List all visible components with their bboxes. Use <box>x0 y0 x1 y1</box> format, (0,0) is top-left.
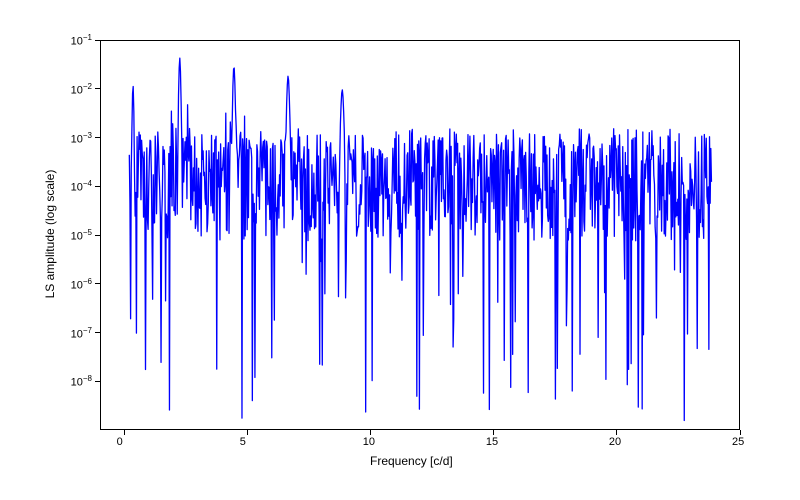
spectrum-path <box>129 58 711 420</box>
y-tick-mark <box>95 381 100 382</box>
x-tick-mark <box>247 430 248 435</box>
x-tick-label: 10 <box>363 436 375 448</box>
y-tick-label: 10−7 <box>71 326 92 341</box>
y-tick-label: 10−4 <box>71 179 92 194</box>
spectrum-line <box>101 41 741 431</box>
y-tick-label: 10−8 <box>71 374 92 389</box>
x-tick-mark <box>740 430 741 435</box>
y-tick-mark <box>95 186 100 187</box>
figure: 0 5 10 15 20 25 10−8 10−7 10−6 10−5 10−4 10−3 10−2 1… <box>0 0 800 500</box>
x-tick-label: 20 <box>609 436 621 448</box>
y-tick-mark <box>95 332 100 333</box>
x-tick-mark <box>370 430 371 435</box>
x-tick-label: 25 <box>732 436 744 448</box>
y-tick-label: 10−5 <box>71 228 92 243</box>
x-tick-label: 15 <box>486 436 498 448</box>
y-tick-label: 10−6 <box>71 277 92 292</box>
y-tick-label: 10−2 <box>71 82 92 97</box>
x-tick-mark <box>493 430 494 435</box>
x-tick-mark <box>616 430 617 435</box>
x-tick-label: 0 <box>117 436 123 448</box>
x-axis-label: Frequency [c/d] <box>370 454 453 468</box>
y-tick-mark <box>95 283 100 284</box>
x-tick-mark <box>124 430 125 435</box>
y-tick-mark <box>95 235 100 236</box>
y-tick-mark <box>95 137 100 138</box>
x-tick-label: 5 <box>240 436 246 448</box>
plot-area <box>100 40 740 430</box>
y-tick-mark <box>95 40 100 41</box>
y-tick-label: 10−3 <box>71 131 92 146</box>
y-tick-label: 10−1 <box>71 33 92 48</box>
y-axis-label: LS amplitude (log scale) <box>43 154 57 314</box>
y-tick-mark <box>95 88 100 89</box>
